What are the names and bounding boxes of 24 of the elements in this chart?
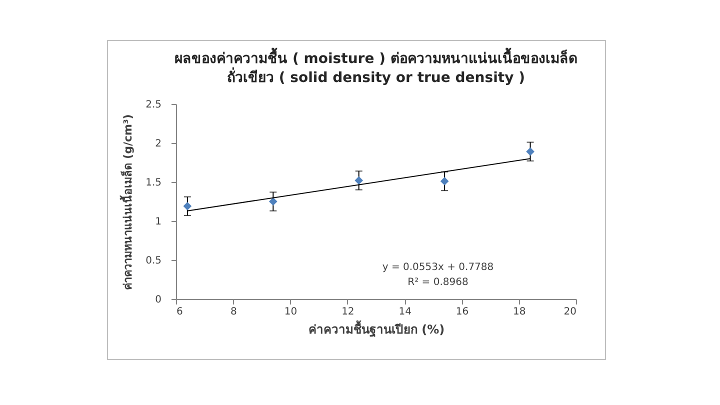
point bbox=[440, 177, 449, 186]
annotation: R² = 0.8968 bbox=[408, 277, 468, 288]
annotation: y = 0.0553x + 0.7788 bbox=[382, 262, 494, 273]
y-tick-label: 0.5 bbox=[146, 256, 162, 266]
x-tick-label: 16 bbox=[456, 306, 469, 318]
y-tick-label: 1.5 bbox=[146, 178, 162, 188]
point bbox=[268, 197, 278, 206]
x-tick-label: 8 bbox=[230, 306, 237, 318]
y-tick-label: 1 bbox=[155, 216, 162, 228]
y-tick-label: 2.5 bbox=[146, 100, 162, 110]
x-tick-label: 14 bbox=[398, 306, 412, 318]
point bbox=[183, 202, 192, 210]
x-tick-label: 20 bbox=[564, 306, 576, 318]
x-tick-label: 10 bbox=[284, 306, 298, 318]
y-axis-title: ค่าความหนาแน่นเนื้อเมล็ด (g/cm³) bbox=[120, 114, 135, 290]
x-tick-label: 6 bbox=[176, 306, 183, 318]
chart-title: ผลของค่าความชื้น ( moisture ) ต่อความหนาแน่นเนื้อของเมล็ด ถั่วเขียว ( solid density or true density ) bbox=[174, 47, 578, 86]
point bbox=[526, 147, 534, 156]
x-tick-label: 18 bbox=[512, 306, 526, 318]
y-tick-label: 2 bbox=[155, 138, 162, 150]
x-tick-label: 12 bbox=[342, 306, 354, 318]
y-tick-label: 0 bbox=[155, 294, 162, 306]
x-axis-title: ค่าความชื้นฐานเปียก (%) bbox=[308, 320, 445, 338]
point bbox=[354, 176, 364, 185]
